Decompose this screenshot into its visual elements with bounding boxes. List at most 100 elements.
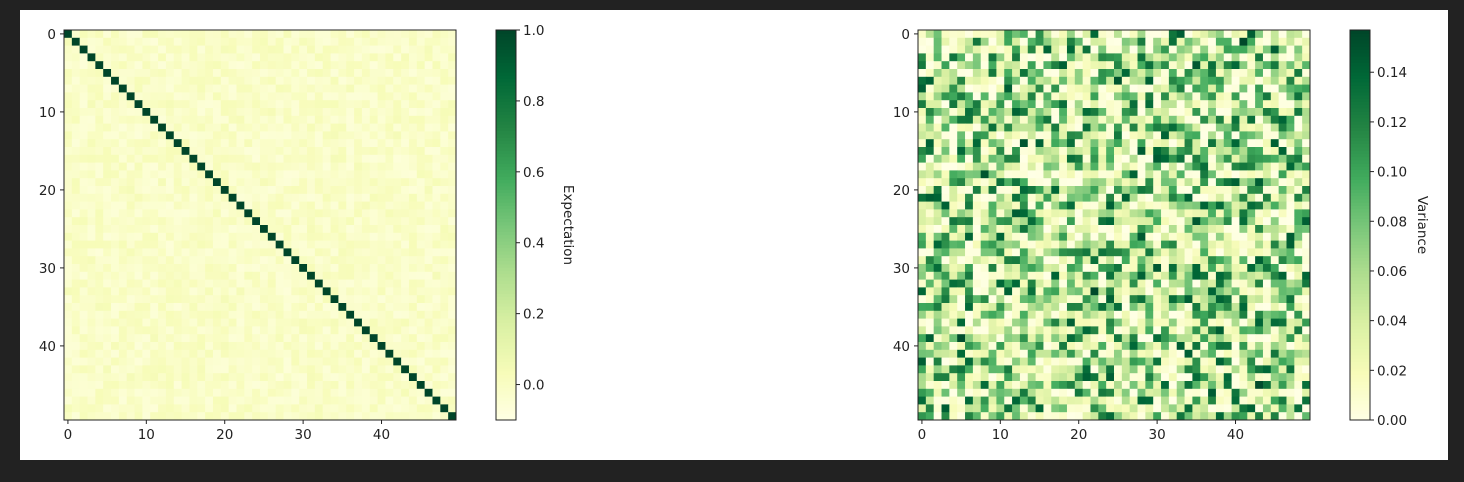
heatmap-cell <box>346 116 354 124</box>
heatmap-cell <box>127 178 135 186</box>
heatmap-cell <box>1177 85 1185 93</box>
heatmap-cell <box>166 209 174 217</box>
heatmap-cell <box>362 342 370 350</box>
heatmap-cell <box>934 280 942 288</box>
heatmap-cell <box>252 311 260 319</box>
heatmap-cell <box>307 241 315 249</box>
heatmap-cell <box>1192 311 1200 319</box>
heatmap-cell <box>1083 264 1091 272</box>
heatmap-cell <box>64 256 72 264</box>
heatmap-cell <box>142 389 150 397</box>
heatmap-cell <box>135 53 143 61</box>
heatmap-cell <box>1294 350 1302 358</box>
heatmap-cell <box>260 311 268 319</box>
heatmap-cell <box>284 170 292 178</box>
heatmap-cell <box>1286 350 1294 358</box>
heatmap-cell <box>1271 295 1279 303</box>
heatmap-cell <box>221 264 229 272</box>
heatmap-cell <box>448 178 456 186</box>
heatmap-cell <box>1263 155 1271 163</box>
heatmap-cell <box>440 373 448 381</box>
colorbar-segment <box>496 69 516 73</box>
heatmap-cell <box>1098 178 1106 186</box>
heatmap-cell <box>205 100 213 108</box>
heatmap-cell <box>1083 311 1091 319</box>
colorbar-segment <box>496 40 516 44</box>
heatmap-cell <box>942 186 950 194</box>
heatmap-cell <box>1169 373 1177 381</box>
heatmap-cell <box>1247 373 1255 381</box>
heatmap-cell <box>189 108 197 116</box>
heatmap-cell <box>284 295 292 303</box>
heatmap-cell <box>926 202 934 210</box>
heatmap-cell <box>276 248 284 256</box>
heatmap-cell <box>1279 248 1287 256</box>
heatmap-cell <box>1216 373 1224 381</box>
heatmap-cell <box>981 326 989 334</box>
colorbar-segment <box>496 33 516 37</box>
heatmap-cell <box>965 155 973 163</box>
heatmap-cell <box>378 170 386 178</box>
heatmap-cell <box>1122 342 1130 350</box>
heatmap-cell <box>942 365 950 373</box>
heatmap-cell <box>942 53 950 61</box>
heatmap-cell <box>119 131 127 139</box>
heatmap-cell <box>1177 202 1185 210</box>
heatmap-cell <box>111 163 119 171</box>
colorbar-segment <box>496 407 516 411</box>
heatmap-cell <box>1145 124 1153 132</box>
heatmap-cell <box>385 69 393 77</box>
heatmap-cell <box>1255 303 1263 311</box>
heatmap-cell <box>378 272 386 280</box>
heatmap-cell <box>284 38 292 46</box>
heatmap-cell <box>996 303 1004 311</box>
colorbar-segment <box>496 319 516 323</box>
heatmap-cell <box>1177 381 1185 389</box>
heatmap-cell <box>1279 69 1287 77</box>
heatmap-cell <box>1239 358 1247 366</box>
heatmap-cell <box>1192 319 1200 327</box>
heatmap-cell <box>448 264 456 272</box>
heatmap-cell <box>197 77 205 85</box>
heatmap-cell <box>934 131 942 139</box>
heatmap-cell <box>1192 108 1200 116</box>
heatmap-cell <box>417 342 425 350</box>
heatmap-cell <box>440 389 448 397</box>
heatmap-cell <box>1255 287 1263 295</box>
heatmap-cell <box>291 303 299 311</box>
heatmap-cell <box>197 256 205 264</box>
heatmap-cell <box>268 264 276 272</box>
heatmap-cell <box>95 365 103 373</box>
heatmap-cell <box>957 365 965 373</box>
heatmap-cell <box>236 170 244 178</box>
heatmap-cell <box>981 287 989 295</box>
heatmap-cell <box>135 100 143 108</box>
heatmap-cell <box>432 92 440 100</box>
heatmap-cell <box>409 334 417 342</box>
heatmap-cell <box>1130 373 1138 381</box>
heatmap-cell <box>1232 30 1240 38</box>
heatmap-cell <box>926 241 934 249</box>
colorbar-segment <box>496 183 516 187</box>
heatmap-cell <box>1169 30 1177 38</box>
heatmap-cell <box>1043 350 1051 358</box>
heatmap-cell <box>252 202 260 210</box>
heatmap-cell <box>95 92 103 100</box>
heatmap-cell <box>1255 163 1263 171</box>
heatmap-cell <box>1043 389 1051 397</box>
heatmap-cell <box>989 319 997 327</box>
heatmap-cell <box>182 241 190 249</box>
heatmap-cell <box>1200 381 1208 389</box>
heatmap-cell <box>926 139 934 147</box>
heatmap-cell <box>119 61 127 69</box>
heatmap-cell <box>409 69 417 77</box>
heatmap-cell <box>64 46 72 54</box>
heatmap-cell <box>1106 381 1114 389</box>
heatmap-cell <box>111 131 119 139</box>
heatmap-cell <box>362 233 370 241</box>
heatmap-cell <box>965 100 973 108</box>
colorbar-segment <box>496 173 516 177</box>
heatmap-cell <box>213 342 221 350</box>
heatmap-cell <box>401 397 409 405</box>
heatmap-cell <box>1224 350 1232 358</box>
